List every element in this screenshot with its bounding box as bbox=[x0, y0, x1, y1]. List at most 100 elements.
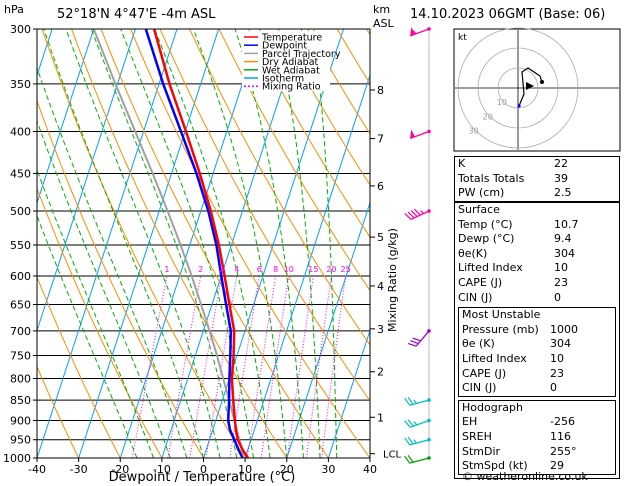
wind-barb-flag bbox=[404, 397, 411, 406]
wind-barb-flag bbox=[404, 213, 412, 220]
wet-adiabat-line bbox=[65, 29, 221, 458]
altitude-tick-label: 3 bbox=[377, 323, 384, 336]
pressure-axis: 300 350 400 450 500 550 600 650 700 750 800 850 900 9… bbox=[3, 23, 37, 465]
temperature-tick-label: 40 bbox=[363, 463, 377, 476]
surface-row: CAPE (J) 23 bbox=[455, 276, 619, 291]
pressure-tick-label: 1000 bbox=[3, 452, 31, 465]
mixing-ratio-line bbox=[205, 275, 238, 458]
plot-area: 1 2 3 4 6 8 10 15 20 25 3003504004505005506006507… bbox=[3, 23, 402, 476]
dry-adiabat-line bbox=[248, 29, 370, 238]
wind-barb-flag bbox=[404, 437, 411, 446]
pressure-tick-label: 600 bbox=[10, 270, 31, 283]
wind-barb-flag bbox=[407, 211, 415, 219]
wind-barb-station bbox=[427, 209, 431, 213]
mixing-ratio-line bbox=[189, 275, 222, 458]
dry-adiabat-line bbox=[37, 187, 163, 458]
hodograph-ring bbox=[457, 27, 579, 149]
wind-barb-flag bbox=[407, 419, 414, 427]
dry-adiabat-line bbox=[100, 29, 329, 458]
wind-barb-pennant bbox=[410, 129, 415, 139]
mixing-ratio-line bbox=[131, 275, 168, 458]
most-unstable-value: 23 bbox=[550, 366, 564, 380]
pressure-tick-label: 700 bbox=[10, 325, 31, 338]
dry-adiabat-line bbox=[130, 29, 370, 458]
wet-adiabat-line bbox=[234, 29, 304, 458]
surface-row: θe(K) 304 bbox=[455, 247, 619, 262]
mixing-ratio-label: 4 bbox=[234, 265, 239, 274]
hodograph-trace bbox=[518, 67, 543, 107]
wet-adiabat-line bbox=[37, 168, 155, 458]
pressure-tick-label: 300 bbox=[10, 23, 31, 36]
altitude-tick-label: 4 bbox=[377, 280, 384, 293]
wind-barb-pennant bbox=[410, 26, 415, 36]
hpa-unit-label: hPa bbox=[4, 3, 24, 16]
dry-adiabat-line bbox=[159, 29, 370, 402]
wind-barb-half-flag bbox=[412, 30, 417, 35]
wind-barb-column bbox=[404, 26, 431, 464]
isotherm-line bbox=[119, 29, 261, 458]
altitude-tick-label: 7 bbox=[377, 133, 384, 146]
surface-row: CIN (J) 0 bbox=[455, 291, 619, 306]
wind-barb-station bbox=[427, 398, 431, 402]
most-unstable-value: 10 bbox=[550, 351, 564, 365]
mixing-ratio-labels: 1 2 3 4 6 8 10 15 20 25 bbox=[164, 265, 350, 274]
wind-barb-station bbox=[427, 418, 431, 423]
dry-adiabat-line bbox=[218, 29, 370, 292]
x-axis-title: Dewpoint / Temperature (°C) bbox=[109, 470, 296, 485]
mixing-ratio-lines bbox=[131, 275, 347, 458]
wind-barb-flag bbox=[407, 436, 414, 445]
asl-unit-label: ASL bbox=[373, 17, 395, 30]
altitude-tick-label: 5 bbox=[377, 231, 384, 244]
hodograph-table-row: StmDir 255° bbox=[459, 445, 615, 460]
legend-label: Temperature bbox=[261, 33, 322, 44]
mixing-ratio-line bbox=[321, 275, 347, 458]
isotherm-line bbox=[244, 73, 370, 458]
wind-barb-flag bbox=[412, 337, 421, 342]
hodograph: kt 10 20 30 bbox=[453, 27, 621, 152]
pressure-tick-label: 750 bbox=[10, 349, 31, 362]
pressure-tick-label: 950 bbox=[10, 434, 31, 447]
altitude-tick-label: 8 bbox=[377, 84, 384, 97]
wind-barb-station bbox=[427, 129, 431, 134]
altitude-tick-label: 1 bbox=[377, 411, 384, 424]
surface-section: Temp (°C) 10.7 Dewp (°C) 9.4 θe(K) 304 Lifted … bbox=[455, 218, 619, 306]
mixing-ratio-label: 3 bbox=[219, 265, 224, 274]
indices-value: 22 bbox=[554, 157, 568, 170]
wind-barb bbox=[404, 208, 431, 221]
km-unit-label: km bbox=[373, 3, 390, 16]
altitude-tick-label: 2 bbox=[377, 366, 384, 379]
sounding-profiles bbox=[92, 29, 250, 458]
surface-label: Lifted Index bbox=[458, 261, 523, 275]
temperature-axis: -40 -30 -20 -10 0 10 20 30 40 bbox=[28, 458, 377, 476]
mixing-ratio-line bbox=[229, 275, 260, 458]
hodograph-table-value: 116 bbox=[550, 429, 571, 443]
most-unstable-section: Most Unstable Pressure (mb) 1000 θe (K) 304… bbox=[458, 307, 616, 397]
wind-barb-station bbox=[427, 27, 431, 31]
wet-adiabat-line bbox=[154, 29, 271, 458]
pressure-tick-label: 550 bbox=[10, 239, 31, 252]
temperature-tick-label: -10 bbox=[153, 463, 171, 476]
parameter-table: Surface Temp (°C) 10.7 Dewp (°C) 9.4 θe(K) 30… bbox=[454, 202, 620, 479]
hodograph-table-label: SREH bbox=[462, 429, 492, 443]
hodograph-ring-label: 20 bbox=[483, 112, 493, 121]
temperature-tick-label: -20 bbox=[111, 463, 129, 476]
surface-value: 10.7 bbox=[554, 217, 579, 231]
temperature-tick-label: 30 bbox=[321, 463, 335, 476]
pressure-tick-label: 900 bbox=[10, 414, 31, 427]
wind-barb bbox=[409, 129, 431, 139]
most-unstable-row: Pressure (mb) 1000 bbox=[459, 323, 615, 338]
surface-label: CIN (J) bbox=[458, 290, 493, 304]
temperature-tick-label: 0 bbox=[200, 463, 207, 476]
mixing-ratio-axis-title: Mixing Ratio (g/kg) bbox=[386, 228, 399, 332]
most-unstable-label: CAPE (J) bbox=[462, 366, 507, 380]
wind-barb-flag bbox=[407, 397, 414, 405]
most-unstable-label: Lifted Index bbox=[462, 351, 527, 365]
hodograph-ring-label: 30 bbox=[468, 126, 478, 135]
surface-title: Surface bbox=[458, 203, 500, 216]
most-unstable-title: Most Unstable bbox=[462, 308, 541, 322]
hodograph-params-section: Hodograph EH -256 SREH 116 StmDir 255° StmSpd … bbox=[458, 399, 616, 475]
legend-label: Wet Adiabat bbox=[262, 65, 320, 76]
wet-adiabat-line bbox=[192, 29, 288, 458]
temperature-tick-label: 10 bbox=[238, 463, 252, 476]
